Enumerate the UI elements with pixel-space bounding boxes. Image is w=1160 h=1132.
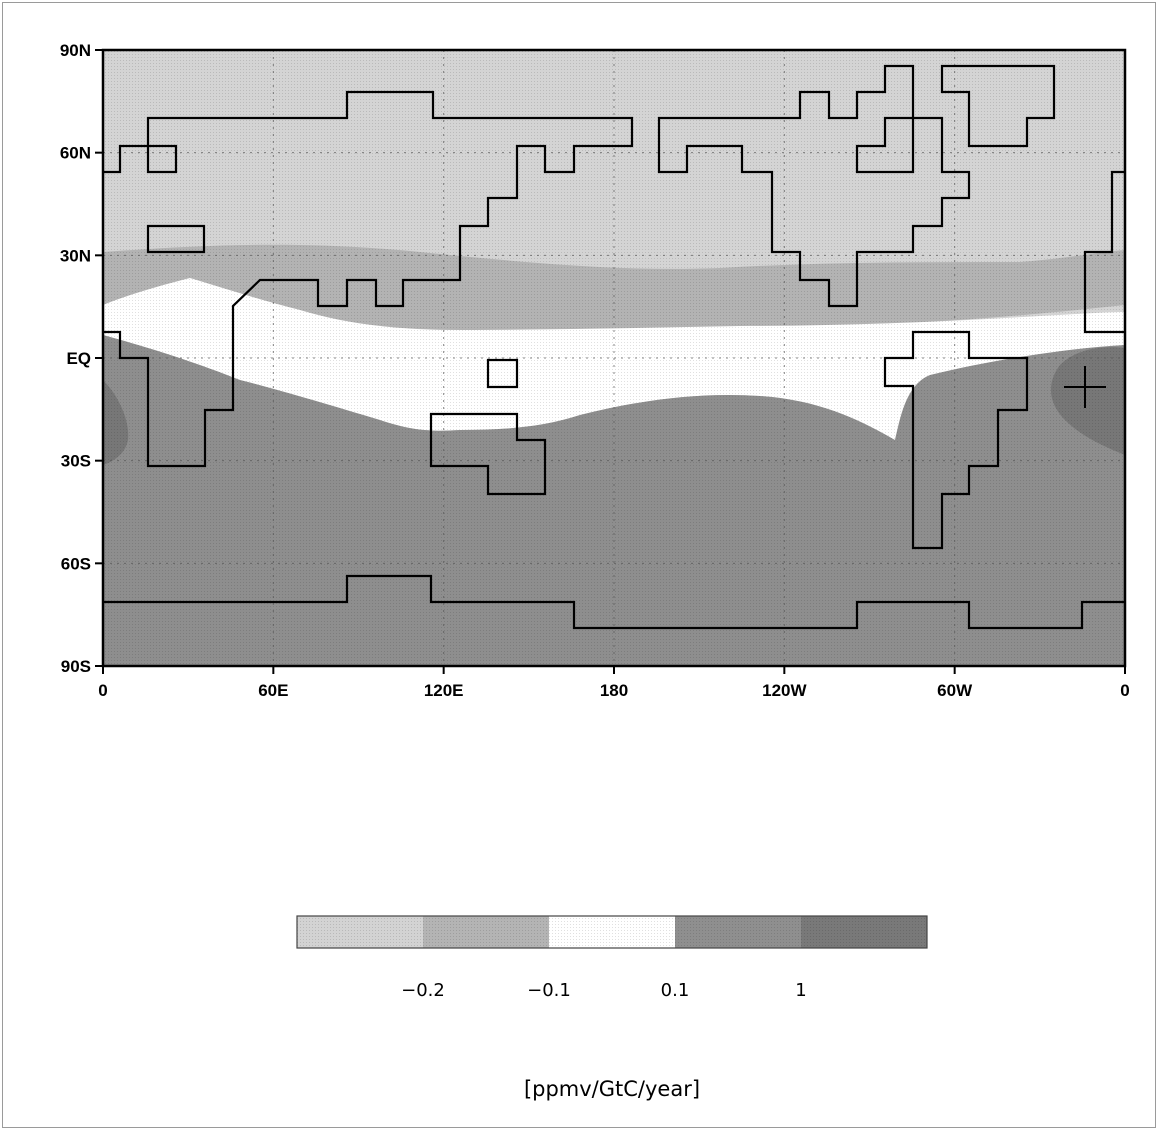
units-label: [ppmv/GtC/year] — [524, 1077, 700, 1101]
coastline-island-mediterranean — [146, 224, 206, 254]
colorbar-tick-label: −0.2 — [401, 980, 445, 1001]
y-tick-label: 60S — [61, 554, 91, 573]
coastline-hudson-bay — [855, 116, 915, 174]
coastline-australia — [429, 412, 547, 496]
coastline-antarctica — [103, 574, 1125, 630]
coastline-britain — [146, 144, 178, 174]
colorbar-border — [296, 915, 928, 949]
colorbar-legend: −0.2 −0.1 0.1 1 — [296, 915, 928, 1001]
y-tick-label: 90N — [60, 41, 91, 60]
coastline-west-africa-edge — [1083, 170, 1125, 334]
colorbar-tick-label: −0.1 — [527, 980, 571, 1001]
x-tick-label: 120W — [762, 681, 807, 700]
x-tick-label: 180 — [600, 681, 628, 700]
coastline-outlines — [103, 64, 1125, 630]
coastline-island-new-guinea — [486, 358, 519, 389]
map-grid — [103, 50, 1125, 666]
y-tick-label: 90S — [61, 657, 91, 676]
y-axis: 90N 60N 30N EQ 30S 60S 90S — [60, 41, 103, 676]
colorbar-swatch-texture — [675, 916, 801, 948]
y-tick-label: 60N — [60, 144, 91, 163]
plus-marker — [1064, 366, 1106, 408]
coastline-eurasia — [103, 90, 634, 468]
x-tick-label: 60W — [937, 681, 973, 700]
x-tick-label: 60E — [258, 681, 288, 700]
colorbar-tick-label: 0.1 — [661, 980, 690, 1001]
coastline-north-america — [657, 64, 971, 308]
x-tick-label: 0 — [1120, 681, 1129, 700]
coastline-greenland — [940, 64, 1056, 148]
y-tick-label: 30S — [61, 452, 91, 471]
colorbar-swatch-texture — [297, 916, 423, 948]
colorbar-tick-label: 1 — [795, 980, 806, 1001]
coastline-south-america — [883, 330, 1029, 550]
colorbar-swatch-texture — [549, 916, 675, 948]
colorbar-swatch-texture — [423, 916, 549, 948]
x-axis: 0 60E 120E 180 120W 60W 0 — [98, 666, 1130, 700]
colorbar-swatch-texture — [801, 916, 927, 948]
y-tick-label: 30N — [60, 246, 91, 265]
x-tick-label: 120E — [424, 681, 464, 700]
y-tick-label: EQ — [66, 349, 91, 368]
x-tick-label: 0 — [98, 681, 107, 700]
